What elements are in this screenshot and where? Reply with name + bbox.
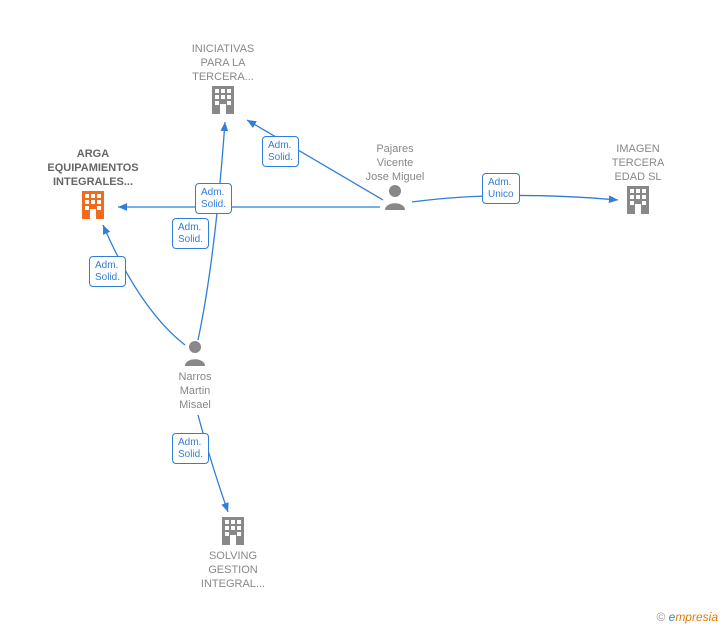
person-icon bbox=[183, 340, 207, 371]
building-icon bbox=[624, 184, 652, 219]
node-label-iniciativas: INICIATIVASPARA LATERCERA... bbox=[168, 43, 278, 84]
node-label-arga: ARGAEQUIPAMIENTOSINTEGRALES... bbox=[38, 148, 148, 189]
building-icon bbox=[209, 84, 237, 119]
footer-credit: © empresia bbox=[656, 610, 718, 624]
building-icon bbox=[79, 189, 107, 224]
node-label-pajares: PajaresVicenteJose Miguel bbox=[340, 143, 450, 184]
brand-name: empresia bbox=[669, 610, 718, 624]
edge-label-narros-arga: Adm.Solid. bbox=[89, 256, 126, 287]
edge-label-pajares-iniciativas: Adm.Solid. bbox=[262, 136, 299, 167]
node-label-narros: NarrosMartinMisael bbox=[140, 371, 250, 412]
node-pajares[interactable]: PajaresVicenteJose Miguel bbox=[340, 143, 450, 215]
node-solving[interactable]: SOLVINGGESTIONINTEGRAL... bbox=[178, 515, 288, 591]
edge-label-pajares-arga: Adm.Solid. bbox=[195, 183, 232, 214]
edge-label-pajares-imagen: Adm.Unico bbox=[482, 173, 520, 204]
edge-label-narros-solving: Adm.Solid. bbox=[172, 433, 209, 464]
node-label-imagen: IMAGENTERCERAEDAD SL bbox=[583, 143, 693, 184]
person-icon bbox=[383, 184, 407, 215]
edges-layer bbox=[0, 0, 728, 630]
building-icon bbox=[219, 515, 247, 550]
node-imagen[interactable]: IMAGENTERCERAEDAD SL bbox=[583, 143, 693, 219]
edge-label-narros-iniciativas: Adm.Solid. bbox=[172, 218, 209, 249]
node-label-solving: SOLVINGGESTIONINTEGRAL... bbox=[178, 550, 288, 591]
node-iniciativas[interactable]: INICIATIVASPARA LATERCERA... bbox=[168, 43, 278, 119]
copyright-symbol: © bbox=[656, 610, 665, 624]
diagram-canvas: INICIATIVASPARA LATERCERA... ARGAEQUIPAM… bbox=[0, 0, 728, 630]
node-arga[interactable]: ARGAEQUIPAMIENTOSINTEGRALES... bbox=[38, 148, 148, 224]
node-narros[interactable]: NarrosMartinMisael bbox=[140, 340, 250, 412]
